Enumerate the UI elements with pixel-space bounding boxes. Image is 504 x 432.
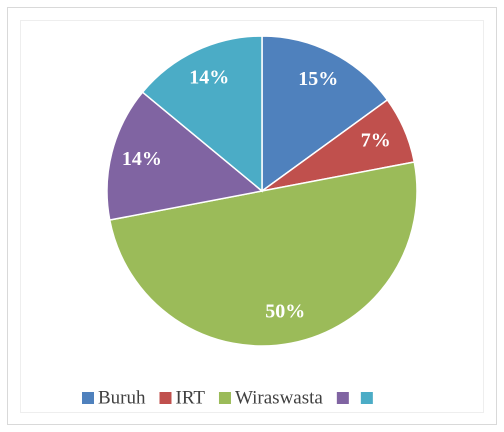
pie-slice: [261, 35, 389, 193]
legend-swatch: [218, 392, 231, 404]
pie-slice: [141, 35, 263, 193]
data-label: 14%: [122, 148, 162, 170]
legend-swatch: [336, 392, 349, 404]
data-label: 15%: [298, 68, 338, 90]
pie-slice: [108, 161, 418, 347]
legend-swatch: [360, 392, 373, 404]
legend-label: IRT: [176, 387, 206, 408]
data-label: 50%: [265, 300, 305, 322]
data-label: 7%: [361, 129, 391, 151]
legend-label: Buruh: [98, 387, 146, 408]
plot-border: [20, 20, 484, 413]
legend-swatch: [82, 392, 94, 404]
data-label: 14%: [189, 66, 229, 88]
pie-slice: [106, 91, 264, 221]
legend-swatch: [159, 392, 172, 404]
legend-label: Wiraswasta: [235, 387, 323, 408]
